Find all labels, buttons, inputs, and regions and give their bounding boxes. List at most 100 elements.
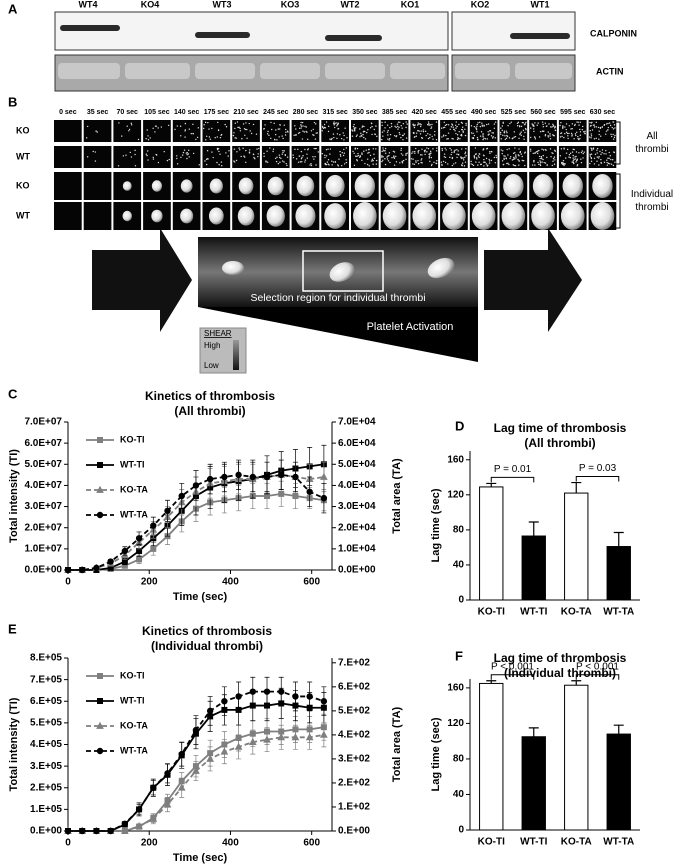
- speck: [353, 123, 355, 126]
- speck: [274, 133, 277, 136]
- speck: [609, 124, 612, 127]
- speck: [352, 150, 354, 153]
- speck: [520, 134, 522, 137]
- speck: [576, 131, 578, 134]
- speck: [614, 134, 616, 137]
- speck: [244, 134, 246, 136]
- speck: [284, 134, 287, 136]
- speck: [325, 121, 328, 123]
- speck: [476, 158, 478, 160]
- marker: [150, 522, 157, 529]
- speck: [351, 135, 354, 137]
- speck: [579, 131, 582, 133]
- speck: [508, 163, 510, 166]
- speck: [241, 138, 243, 140]
- speck: [573, 138, 575, 140]
- speck: [452, 128, 455, 131]
- speck: [166, 159, 169, 162]
- y-tick-label: 2.E+05: [30, 782, 62, 793]
- marker: [93, 564, 100, 572]
- speck: [571, 123, 574, 125]
- speck: [375, 163, 378, 165]
- speck: [456, 134, 459, 136]
- speck: [546, 125, 548, 127]
- speck: [295, 128, 297, 130]
- speck: [481, 125, 484, 127]
- speck: [458, 123, 460, 126]
- speck: [275, 129, 277, 131]
- lane-label: WT3: [213, 0, 232, 9]
- speck: [566, 148, 569, 151]
- speck: [389, 161, 391, 164]
- shear-bar: [233, 340, 239, 370]
- speck: [392, 150, 395, 152]
- speck: [301, 121, 304, 124]
- speck: [564, 132, 566, 135]
- speck: [584, 133, 586, 135]
- speck: [402, 159, 405, 162]
- speck: [487, 131, 489, 133]
- micrograph: [261, 120, 290, 142]
- speck: [430, 126, 433, 128]
- speck: [371, 158, 374, 161]
- y2-tick-label: 7.E+02: [338, 657, 370, 668]
- micrograph: [54, 172, 82, 200]
- speck: [521, 121, 524, 124]
- speck: [399, 162, 401, 164]
- speck: [522, 159, 525, 162]
- micrograph: [588, 146, 617, 168]
- micrograph: [143, 120, 171, 142]
- speck: [167, 124, 170, 127]
- speck: [506, 131, 508, 134]
- speck: [590, 153, 593, 155]
- speck: [565, 152, 568, 154]
- speck: [419, 125, 422, 128]
- speck: [185, 152, 188, 154]
- legend-marker: [97, 673, 103, 679]
- legend-marker: [97, 698, 103, 704]
- speck: [575, 134, 577, 137]
- speck: [609, 154, 611, 157]
- speck: [363, 150, 365, 152]
- speck: [280, 157, 282, 160]
- micrograph: [440, 146, 468, 168]
- blot-band: [58, 63, 120, 79]
- y-tick-label: 4.E+05: [30, 739, 62, 750]
- speck: [305, 126, 308, 128]
- speck: [184, 122, 187, 125]
- speck: [419, 133, 422, 135]
- speck: [590, 157, 593, 160]
- speck: [209, 138, 212, 140]
- panel-label: B: [8, 94, 17, 109]
- time-label: 210 sec: [233, 109, 258, 116]
- speck: [279, 124, 281, 126]
- speck: [553, 135, 555, 137]
- marker: [320, 472, 328, 480]
- speck: [186, 157, 188, 160]
- speck: [480, 131, 483, 133]
- legend-marker: [97, 462, 103, 468]
- speck: [565, 131, 568, 134]
- speck: [536, 150, 539, 153]
- chart-subtitle: (All thrombi): [524, 436, 595, 450]
- speck: [94, 160, 97, 162]
- speck: [542, 149, 545, 151]
- thrombus: [295, 204, 316, 228]
- speck: [294, 125, 296, 127]
- speck: [312, 128, 314, 131]
- speck: [513, 158, 516, 160]
- speck: [580, 151, 583, 154]
- speck: [224, 123, 226, 126]
- speck: [593, 124, 595, 126]
- speck: [596, 149, 598, 151]
- speck: [534, 164, 536, 166]
- speck: [182, 151, 185, 154]
- speck: [160, 126, 163, 128]
- speck: [582, 131, 585, 133]
- speck: [564, 126, 566, 128]
- speck: [610, 158, 612, 161]
- speck: [137, 138, 140, 141]
- speck: [398, 126, 400, 129]
- speck: [310, 130, 313, 132]
- speck: [479, 135, 482, 137]
